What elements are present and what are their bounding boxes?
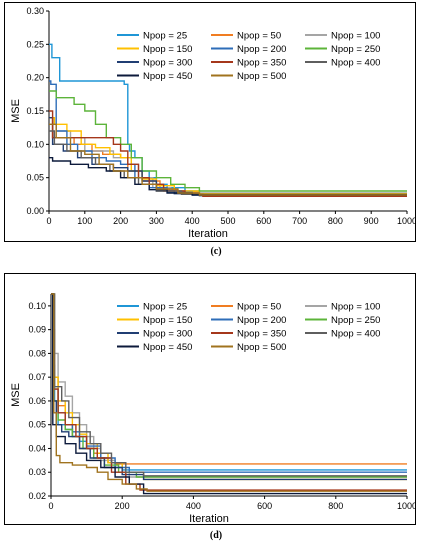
y-tick-label: 0.08 [28,348,46,358]
chart-d-svg: 0.02 0.03 0.04 0.05 0.06 0.07 0.08 0.09 0.10 0 200… [10,293,415,524]
legend-label: Npop = 400 [331,329,380,340]
plot-area [49,43,407,197]
series-line [51,293,407,492]
x-tick-label: 500 [220,216,235,226]
legend-label: Npop = 500 [237,71,286,82]
series-line [49,123,407,194]
legend-label: Npop = 100 [331,302,380,313]
legend-label: Npop = 50 [237,302,281,313]
y-axis-label: MSE [10,99,22,123]
series-line [49,123,407,196]
x-tick-label: 0 [46,216,51,226]
chart-panel-d: 0.02 0.03 0.04 0.05 0.06 0.07 0.08 0.09 0.10 0 200… [4,273,416,525]
y-tick-label: 0.15 [26,106,44,116]
y-tick-label: 0.30 [26,6,44,16]
y-tick-label: 0.02 [28,491,46,501]
plot-area [51,293,407,495]
x-tick-label: 800 [328,501,343,511]
y-tick-label: 0.07 [28,372,46,382]
legend-label: Npop = 200 [237,315,286,326]
series-line [49,130,407,195]
chart-panel-c: 0.00 0.05 0.10 0.15 0.20 0.25 0.30 0 100 200 300 40… [4,2,416,242]
legend-label: Npop = 25 [143,302,187,313]
x-tick-label: 0 [48,501,53,511]
x-tick-label: 300 [149,216,164,226]
y-tick-label: 0.00 [26,206,44,216]
y-tick-label: 0.10 [28,301,46,311]
y-axis-label: MSE [10,383,22,407]
legend-label: Npop = 450 [143,71,192,82]
legend-label: Npop = 350 [237,58,286,69]
series-line [49,117,407,197]
legend-label: Npop = 300 [143,58,192,69]
x-axis-label: Iteration [188,228,228,240]
x-tick-label: 100 [77,216,92,226]
y-tick-label: 0.04 [28,443,46,453]
series-line [49,117,407,195]
legend-label: Npop = 250 [331,44,380,55]
chart-c-svg: 0.00 0.05 0.10 0.15 0.20 0.25 0.30 0 100 200 300 40… [10,6,415,240]
x-tick-label: 1000 [397,216,415,226]
legend-label: Npop = 25 [143,31,187,42]
x-tick-label: 900 [364,216,379,226]
legend-label: Npop = 500 [237,342,286,353]
x-tick-label: 1000 [397,501,415,511]
legend-label: Npop = 150 [143,44,192,55]
legend-label: Npop = 300 [143,329,192,340]
caption-d: (d) [209,530,223,541]
series-line [51,293,407,491]
y-tick-label: 0.05 [28,420,46,430]
series-line [51,293,407,481]
y-tick-label: 0.05 [26,173,44,183]
series-line [49,157,407,196]
x-tick-label: 700 [292,216,307,226]
series-line [49,43,407,195]
legend-label: Npop = 450 [143,342,192,353]
series-line [49,90,407,192]
y-tick-label: 0.10 [26,139,44,149]
x-tick-label: 400 [185,216,200,226]
y-tick-label: 0.03 [28,467,46,477]
y-tick-label: 0.20 [26,73,44,83]
series-line [49,117,407,195]
legend-label: Npop = 350 [237,329,286,340]
caption-c: (c) [210,246,222,257]
y-tick-label: 0.25 [26,39,44,49]
legend-label: Npop = 400 [331,58,380,69]
legend-label: Npop = 200 [237,44,286,55]
x-tick-label: 800 [328,216,343,226]
y-tick-label: 0.09 [28,325,46,335]
x-tick-label: 200 [113,216,128,226]
legend-label: Npop = 250 [331,315,380,326]
series-line [51,293,407,477]
legend-label: Npop = 50 [237,31,281,42]
x-tick-label: 400 [186,501,201,511]
legend-label: Npop = 100 [331,31,380,42]
x-tick-label: 600 [256,216,271,226]
x-axis-label: Iteration [189,513,229,524]
y-tick-label: 0.06 [28,396,46,406]
x-tick-label: 200 [115,501,130,511]
x-tick-label: 600 [257,501,272,511]
legend-label: Npop = 150 [143,315,192,326]
